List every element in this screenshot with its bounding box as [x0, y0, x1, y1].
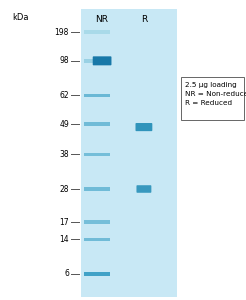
FancyBboxPatch shape	[137, 185, 151, 193]
Bar	[84, 187, 110, 191]
Bar	[84, 272, 110, 276]
Bar	[84, 122, 110, 126]
Text: 2.5 μg loading
NR = Non-reduced
R = Reduced: 2.5 μg loading NR = Non-reduced R = Redu…	[185, 82, 246, 106]
Bar	[84, 30, 110, 34]
Text: kDa: kDa	[12, 13, 29, 22]
FancyBboxPatch shape	[81, 9, 177, 297]
Text: 198: 198	[55, 28, 69, 37]
Text: 49: 49	[59, 120, 69, 129]
Text: 17: 17	[59, 218, 69, 226]
Bar	[84, 94, 110, 97]
Text: R: R	[141, 15, 147, 24]
FancyBboxPatch shape	[136, 123, 152, 131]
FancyBboxPatch shape	[181, 76, 244, 120]
Text: 14: 14	[59, 235, 69, 244]
Text: NR: NR	[96, 15, 108, 24]
Text: 98: 98	[59, 56, 69, 65]
Text: 38: 38	[59, 150, 69, 159]
Bar	[84, 238, 110, 241]
Text: 28: 28	[59, 184, 69, 194]
FancyBboxPatch shape	[93, 56, 111, 65]
Bar	[84, 220, 110, 224]
Text: 62: 62	[59, 91, 69, 100]
Text: 6: 6	[64, 269, 69, 278]
Bar	[84, 153, 110, 156]
Bar	[84, 59, 110, 63]
